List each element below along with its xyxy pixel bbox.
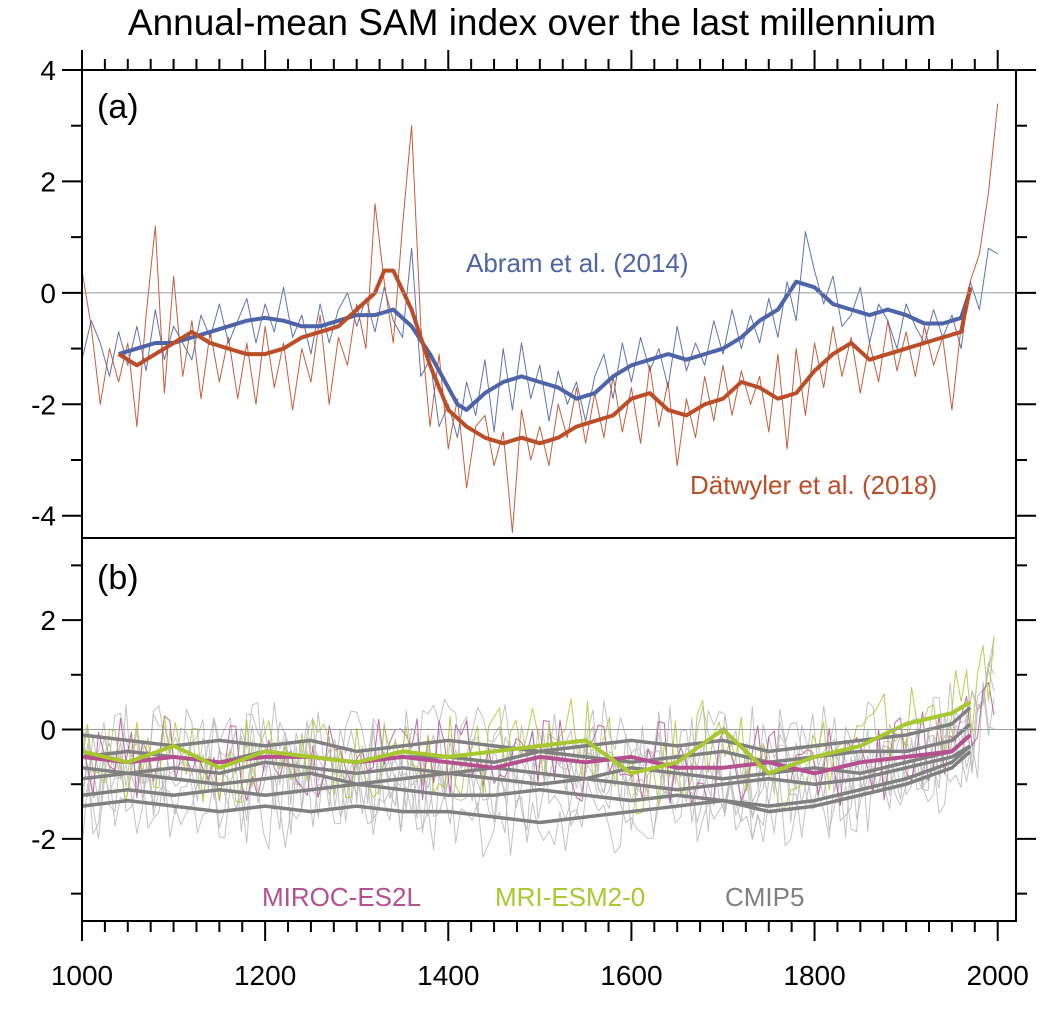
y-tick-label: -2 bbox=[31, 389, 56, 420]
x-tick-label: 2000 bbox=[967, 960, 1029, 991]
series-datwyler-smoothed bbox=[117, 268, 973, 446]
thin-trace-7 bbox=[81, 635, 995, 815]
x-tick-label: 1600 bbox=[600, 960, 662, 991]
legend-abram-2014: Abram et al. (2014) bbox=[466, 248, 689, 278]
series-cmip5-member-5 bbox=[81, 750, 972, 825]
panel-a-lines bbox=[81, 103, 999, 533]
legend-datwyler-2018: Dätwyler et al. (2018) bbox=[690, 470, 937, 500]
series-cmip5-member-3 bbox=[81, 744, 972, 792]
y-tick-label: 0 bbox=[40, 715, 56, 746]
series-mri-esm2-0-smoothed bbox=[81, 700, 972, 776]
x-tick-label: 1000 bbox=[51, 960, 113, 991]
y-tick-label: 4 bbox=[40, 55, 56, 86]
y-tick-label: -4 bbox=[31, 501, 56, 532]
panel-a-frame bbox=[81, 69, 1017, 539]
x-tick-label: 1400 bbox=[417, 960, 479, 991]
x-tick-label: 1800 bbox=[783, 960, 845, 991]
series-cmip5-member-4 bbox=[81, 744, 972, 808]
panel-b-lines bbox=[81, 635, 995, 858]
legend-mri-esm2-0: MRI-ESM2-0 bbox=[495, 882, 645, 912]
series-abram-smoothed bbox=[118, 279, 973, 412]
thin-trace-6 bbox=[81, 682, 995, 807]
y-tick-label: -2 bbox=[31, 824, 56, 855]
y-tick-label: 2 bbox=[40, 166, 56, 197]
chart-title: Annual-mean SAM index over the last mill… bbox=[127, 2, 937, 43]
series-datwyler-annual bbox=[81, 103, 999, 533]
series-abram-annual bbox=[81, 231, 998, 439]
panel-b-label: (b) bbox=[97, 559, 139, 597]
legend-miroc-es2l: MIROC-ES2L bbox=[262, 882, 421, 912]
legend-cmip5: CMIP5 bbox=[725, 882, 804, 912]
y-tick-label: 0 bbox=[40, 278, 56, 309]
x-tick-label: 1200 bbox=[234, 960, 296, 991]
y-tick-label: 2 bbox=[40, 605, 56, 636]
series-cmip5-member-2 bbox=[81, 733, 972, 781]
thin-trace-3 bbox=[81, 662, 995, 825]
panel-a-label: (a) bbox=[97, 88, 139, 126]
axes: 4 2 0 -2 -4 2 0 -2 1000 1200 1400 1600 1800 2000 bbox=[31, 50, 1036, 991]
